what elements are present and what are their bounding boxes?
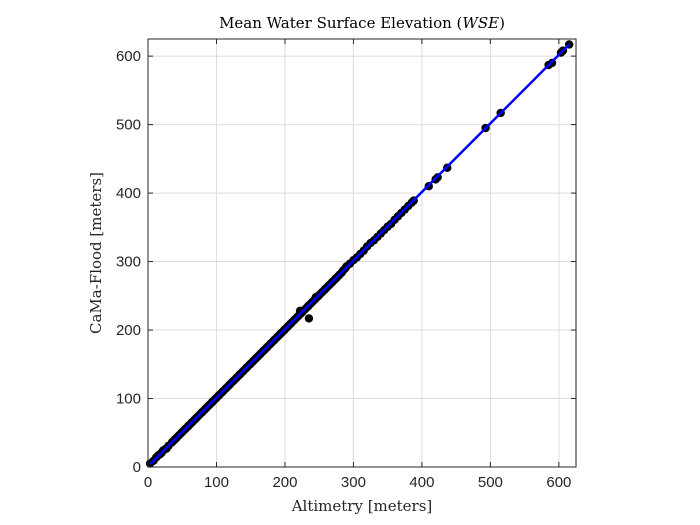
plot-frame	[147, 38, 577, 468]
y-tick-label: 500	[116, 117, 141, 134]
fit-line	[149, 43, 571, 466]
x-tick-label: 200	[272, 474, 297, 491]
y-tick-label: 0	[133, 459, 141, 476]
y-tick-label: 100	[116, 391, 141, 408]
chart-title: Mean Water Surface Elevation (WSE)	[219, 14, 505, 32]
x-tick-label: 500	[478, 474, 503, 491]
grid	[148, 39, 576, 467]
chart-title-prefix: Mean Water Surface Elevation (	[219, 14, 462, 32]
y-tick-label: 600	[116, 48, 141, 65]
fit-line-layer	[149, 43, 571, 466]
x-tick-label: 0	[144, 474, 152, 491]
x-axis-title: Altimetry [meters]	[291, 497, 433, 515]
y-tick-label: 300	[116, 254, 141, 271]
data-point	[304, 314, 314, 323]
x-tick-label: 100	[204, 474, 229, 491]
y-tick-label: 400	[116, 185, 141, 202]
chart-title-italic: WSE	[462, 14, 499, 32]
y-axis-title: CaMa-Flood [meters]	[87, 172, 105, 334]
x-tick-label: 600	[546, 474, 571, 491]
y-tick-label: 200	[116, 322, 141, 339]
x-tick-label: 300	[341, 474, 366, 491]
axis-ticks: 0 100 200 300 400 500 600 0 100 200 300 400 500 600	[116, 39, 576, 491]
x-tick-label: 400	[409, 474, 434, 491]
chart-title-suffix: )	[499, 14, 505, 32]
